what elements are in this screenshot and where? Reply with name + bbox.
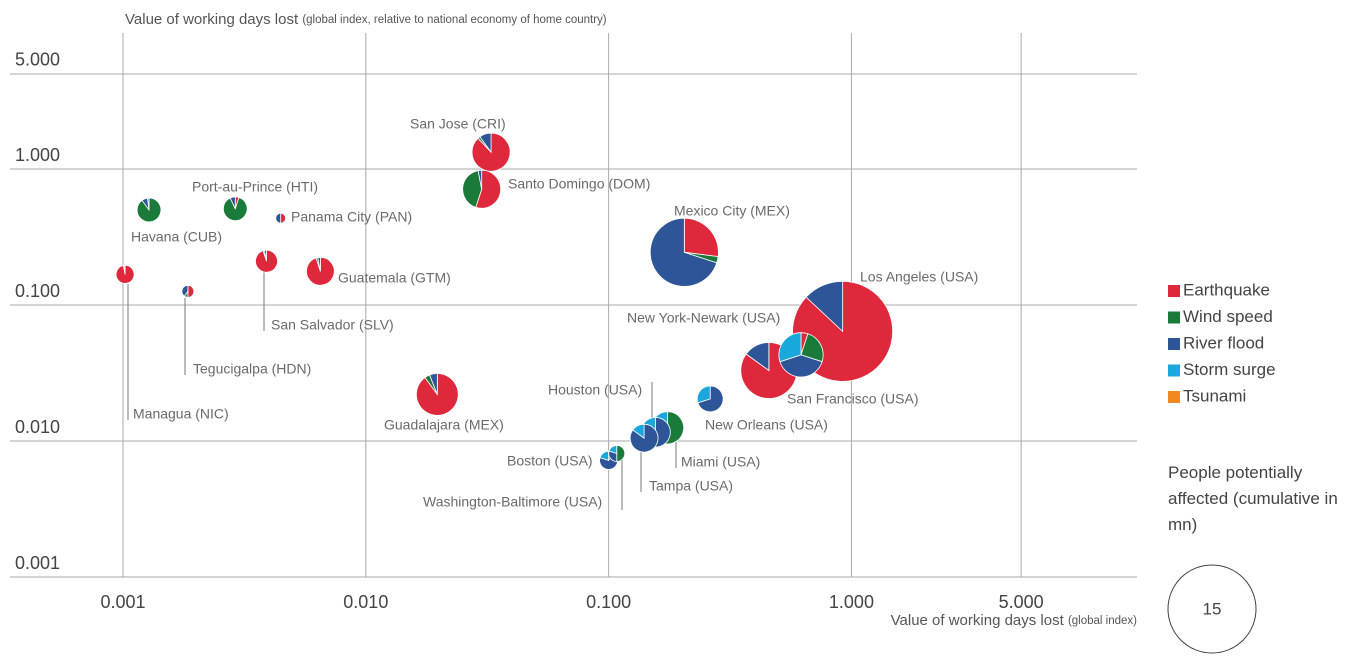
- city-label: Houston (USA): [548, 382, 642, 398]
- x-label: Value of working days lost: [891, 612, 1065, 629]
- city-pie: [649, 217, 719, 287]
- legend-swatch: [1168, 391, 1180, 403]
- city-pie: [306, 256, 335, 286]
- pie-slice: [222, 196, 248, 222]
- city-label: Tegucigalpa (HDN): [193, 361, 311, 377]
- pie-slice: [181, 284, 189, 297]
- pie-slice: [649, 217, 718, 287]
- title-note: (global index, relative to national econ…: [302, 14, 606, 26]
- city-pie: [222, 196, 248, 222]
- city-label: Guatemala (GTM): [338, 270, 451, 286]
- title: Value of working days lost: [125, 11, 299, 28]
- y-tick-label: 0.001: [15, 553, 60, 573]
- city-pie: [415, 373, 459, 416]
- pie-slice: [632, 423, 645, 439]
- legend-swatch: [1168, 364, 1180, 377]
- city-label: Panama City (PAN): [291, 209, 412, 225]
- legend-label: Tsunami: [1183, 386, 1246, 405]
- city-label: Washington-Baltimore (USA): [423, 494, 602, 510]
- city-label: Managua (NIC): [133, 406, 229, 422]
- y-tick-label: 1.000: [15, 145, 60, 165]
- size-legend-title: People potentially affected (cumulative …: [1168, 463, 1338, 534]
- legend-label: Earthquake: [1183, 280, 1270, 299]
- x-tick-label: 0.100: [586, 592, 631, 612]
- city-pie: [275, 212, 286, 224]
- city-pie: [181, 284, 195, 298]
- pie-slice: [147, 197, 150, 210]
- marks: [115, 132, 893, 470]
- x-tick-label: 5.000: [999, 592, 1044, 612]
- pie-slice: [608, 445, 618, 454]
- city-pie: [136, 197, 162, 223]
- city-label: Mexico City (MEX): [674, 203, 790, 219]
- pie-slice: [477, 169, 483, 190]
- city-label: Tampa (USA): [649, 478, 733, 494]
- city-label: Guadalajara (MEX): [384, 417, 504, 433]
- city-label: Boston (USA): [507, 453, 593, 469]
- pie-slice: [187, 284, 195, 298]
- pie-slice: [616, 445, 626, 462]
- pie-slice: [462, 170, 483, 208]
- city-pie: [471, 132, 511, 172]
- pie-slice: [805, 280, 844, 333]
- city-label: San Jose (CRI): [410, 116, 506, 132]
- x-axis-label: Value of working days lost (global index…: [891, 612, 1138, 629]
- pie-slice: [800, 333, 824, 363]
- legend-label: Storm surge: [1183, 360, 1276, 379]
- city-pie: [608, 445, 626, 462]
- legend-label: River flood: [1183, 333, 1264, 352]
- pie-slice: [683, 217, 719, 258]
- pie-slice: [123, 264, 126, 275]
- legend-swatch: [1168, 338, 1180, 350]
- y-tick-label: 0.010: [15, 417, 60, 437]
- pie-slice: [229, 196, 236, 209]
- city-pie: [462, 169, 502, 209]
- city-label: San Salvador (SLV): [271, 317, 394, 333]
- pie-slice: [317, 256, 321, 272]
- x-tick-label: 0.010: [343, 592, 388, 612]
- city-pie: [255, 249, 278, 273]
- size-legend-circle: [1167, 564, 1257, 654]
- legend-swatch: [1168, 285, 1180, 297]
- pie-slice: [479, 132, 492, 154]
- legend-swatch: [1168, 311, 1180, 324]
- pie-slice: [779, 354, 823, 378]
- x-label-note: (global index): [1068, 615, 1137, 627]
- city-label: San Francisco (USA): [787, 391, 918, 407]
- x-tick-label: 0.001: [100, 592, 145, 612]
- pie-slice: [696, 385, 711, 404]
- pie-slice: [280, 212, 286, 224]
- size-legend-value: 15: [1203, 599, 1222, 618]
- legend: Earthquake Wind speed River flood Storm sur…: [1167, 280, 1276, 654]
- city-label: Los Angeles (USA): [860, 269, 978, 285]
- city-label: New York-Newark (USA): [627, 310, 780, 326]
- pie-slice: [745, 342, 770, 372]
- chart-title: Value of working days lost (global index…: [125, 11, 607, 28]
- city-label: New Orleans (USA): [705, 417, 828, 433]
- city-pie: [629, 423, 659, 453]
- city-label: Miami (USA): [681, 454, 760, 470]
- pie-slice: [429, 373, 438, 395]
- pie-slice: [275, 212, 282, 224]
- grid: [10, 33, 1137, 578]
- legend-label: Wind speed: [1183, 307, 1273, 326]
- city-label: Port-au-Prince (HTI): [192, 179, 318, 195]
- city-pie: [696, 385, 724, 413]
- pie-slice: [778, 332, 802, 363]
- y-tick-label: 0.100: [15, 281, 60, 301]
- x-tick-label: 1.000: [829, 592, 874, 612]
- city-pie: [115, 264, 135, 284]
- y-tick-label: 5.000: [15, 50, 60, 70]
- pie-slice: [263, 249, 267, 262]
- city-label: Santo Domingo (DOM): [508, 176, 650, 192]
- city-pie: [778, 332, 824, 378]
- city-label: Havana (CUB): [131, 229, 222, 245]
